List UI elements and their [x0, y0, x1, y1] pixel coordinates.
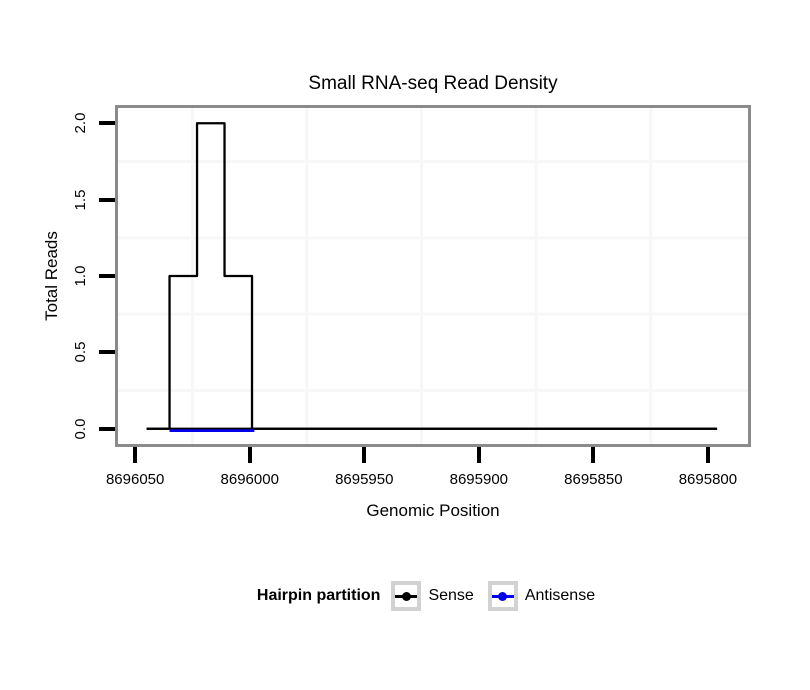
plot-panel [115, 105, 751, 447]
y-tick-mark [99, 121, 115, 126]
y-tick-mark [99, 350, 115, 355]
x-tick-label: 8695800 [678, 471, 738, 488]
y-tick-mark [99, 197, 115, 202]
sense-point-icon [401, 591, 411, 601]
y-axis-title: Total Reads [42, 231, 61, 321]
x-tick-mark [705, 447, 710, 463]
x-axis-title: Genomic Position [366, 501, 500, 520]
y-tick-label: 0.0 [72, 418, 89, 440]
legend-label-antisense: Antisense [524, 587, 596, 604]
x-tick-label: 8696000 [220, 471, 279, 488]
y-tick-label: 0.5 [72, 341, 89, 363]
y-tick-mark [99, 426, 115, 431]
legend-label-sense: Sense [428, 587, 474, 604]
x-tick-mark [591, 447, 596, 463]
x-tick-mark [247, 447, 252, 463]
y-tick-label: 1.0 [72, 265, 89, 287]
legend-title: Hairpin partition [256, 587, 381, 604]
y-tick-label: 1.5 [72, 189, 89, 211]
x-tick-label: 8695900 [449, 471, 509, 488]
antisense-point-icon [498, 591, 508, 601]
x-tick-label: 8695850 [564, 471, 623, 488]
legend: Hairpin partition Sense Antisense [115, 580, 751, 612]
series-line-sense [146, 122, 718, 430]
x-tick-mark [133, 447, 138, 463]
x-tick-mark [362, 447, 367, 463]
y-tick-mark [99, 274, 115, 278]
plot-area [118, 108, 748, 444]
legend-key-sense [391, 581, 422, 611]
x-tick-label: 8696050 [105, 471, 165, 488]
x-tick-label: 8695950 [335, 471, 394, 488]
x-tick-mark [476, 447, 481, 463]
legend-key-antisense [487, 581, 518, 611]
legend-entry-sense: Sense [391, 581, 487, 611]
legend-entry-antisense: Antisense [487, 581, 609, 611]
y-tick-label: 2.0 [72, 112, 89, 134]
chart-title: Small RNA-seq Read Density [308, 73, 558, 94]
